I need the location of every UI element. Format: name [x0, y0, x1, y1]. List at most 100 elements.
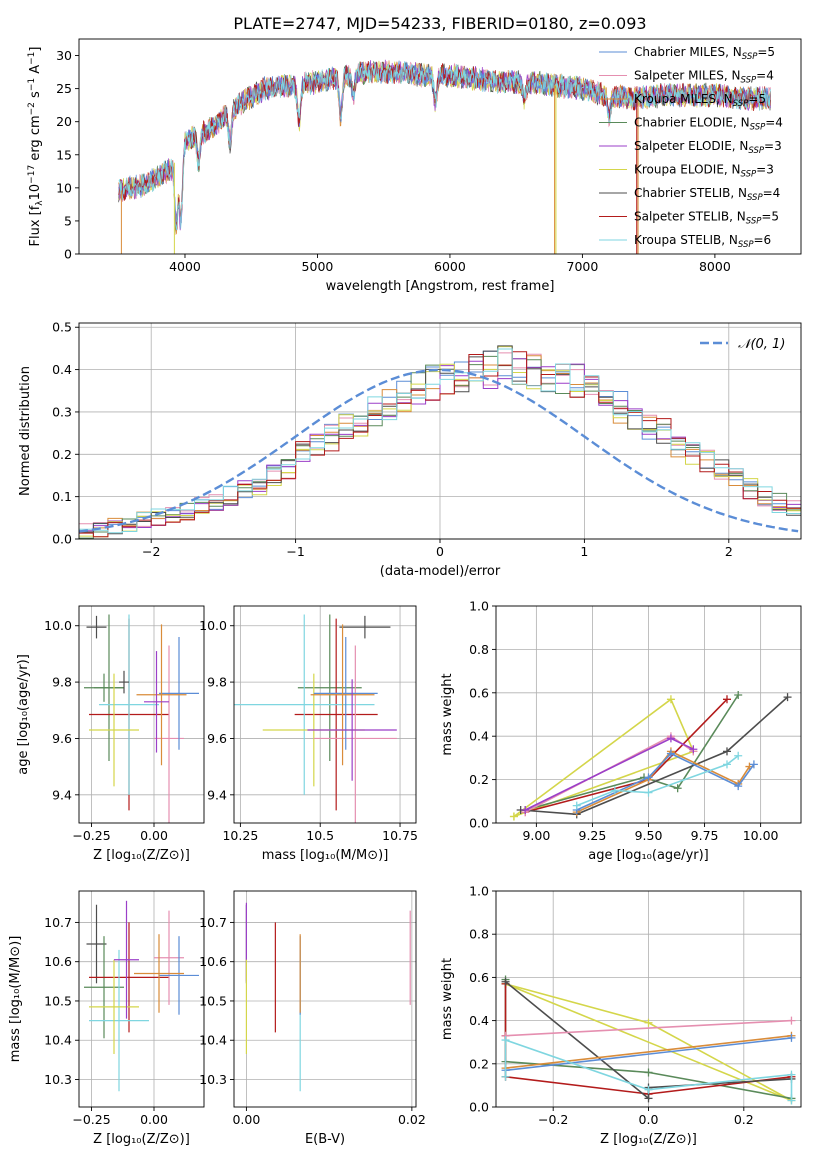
legend-label-part: =5 — [748, 92, 766, 106]
weight-marker — [521, 805, 530, 814]
y-tick-label: 10.4 — [199, 1033, 227, 1048]
legend-label-part: Salpeter ELODIE, N — [634, 139, 748, 153]
weight-marker — [722, 747, 731, 756]
y-axis-label-part: −1 — [27, 52, 37, 65]
panel-age_vs_Z: −0.25 0.00 9.4 9.6 9.8 10.0 Z [log₁₀(Z/Z⊙)] age… — [16, 605, 205, 863]
y-tick-label: 10.0 — [199, 618, 227, 633]
legend-label-part: SSP — [750, 123, 766, 133]
legend-label-part: Kroupa STELIB, N — [634, 233, 738, 247]
y-tick-label: 9.8 — [207, 675, 227, 690]
y-axis-label-part: ] — [28, 47, 43, 52]
x-axis-label: mass [log₁₀(M/M⊙)] — [262, 848, 389, 863]
y-tick-label: 10 — [56, 180, 72, 195]
weight-marker — [666, 695, 675, 704]
legend-label: Chabrier STELIB, NSSP=4 — [634, 186, 780, 203]
x-tick-label: 9.75 — [691, 828, 719, 843]
weight-marker — [749, 760, 758, 769]
x-tick-label: −2 — [142, 544, 160, 559]
y-tick-label: 1.0 — [469, 884, 489, 899]
histogram-step — [79, 348, 801, 534]
legend-label: Kroupa STELIB, NSSP=6 — [634, 233, 771, 250]
y-axis-label: mass weight — [440, 673, 455, 755]
weight-marker — [689, 745, 698, 754]
y-tick-label: 25 — [56, 81, 72, 96]
weight-marker — [610, 786, 619, 795]
y-tick-label: 0.1 — [52, 489, 72, 504]
x-axis-label: Z [log₁₀(Z/Z⊙)] — [93, 848, 190, 863]
legend-label-part: SSP — [741, 76, 757, 86]
weight-marker — [787, 1096, 796, 1105]
y-tick-label: 0.4 — [469, 1013, 489, 1028]
y-tick-label: 9.6 — [52, 731, 72, 746]
weight-marker — [644, 1068, 653, 1077]
weight-marker — [644, 773, 653, 782]
y-tick-label: 0.4 — [52, 362, 72, 377]
x-tick-label: 9.50 — [635, 828, 663, 843]
weight-marker — [734, 782, 743, 791]
x-tick-label: 8000 — [699, 259, 731, 274]
figure-title: PLATE=2747, MJD=54233, FIBERID=0180, z=0… — [233, 14, 646, 33]
x-tick-label: −0.25 — [72, 1112, 110, 1127]
x-tick-label: 6000 — [434, 259, 466, 274]
weight-series-line — [505, 1034, 792, 1069]
legend-label-part: Salpeter MILES, N — [634, 69, 741, 83]
x-axis-label: wavelength [Angstrom, rest frame] — [326, 279, 555, 294]
x-axis-label: Z [log₁₀(Z/Z⊙)] — [600, 1132, 697, 1147]
weight-marker — [572, 801, 581, 810]
weight-series-line — [513, 698, 695, 818]
legend-label-part: =4 — [763, 186, 781, 200]
legend-label: Salpeter MILES, NSSP=4 — [634, 69, 774, 86]
y-tick-label: 10.3 — [199, 1072, 227, 1087]
y-tick-label: 0.4 — [469, 729, 489, 744]
y-tick-label: 20 — [56, 114, 72, 129]
x-tick-label: −0.2 — [538, 1112, 568, 1127]
y-tick-label: 0.8 — [469, 642, 489, 657]
x-tick-label: 10.75 — [382, 828, 418, 843]
plot-area — [501, 975, 796, 1105]
plot-area — [509, 690, 792, 821]
legend-label-part: Kroupa MILES, N — [634, 92, 733, 106]
y-tick-label: 0.5 — [52, 320, 72, 335]
x-tick-label: 9.25 — [579, 828, 607, 843]
x-tick-label: 0.02 — [398, 1112, 426, 1127]
weight-marker — [501, 977, 510, 986]
weight-marker — [509, 812, 518, 821]
plot-area — [79, 345, 801, 539]
x-tick-label: 7000 — [567, 259, 599, 274]
legend-label: Kroupa ELODIE, NSSP=3 — [634, 163, 774, 180]
x-tick-label: 10.25 — [222, 828, 258, 843]
y-tick-label: 15 — [56, 147, 72, 162]
x-tick-label: 2 — [725, 544, 733, 559]
x-tick-label: 0.00 — [140, 828, 168, 843]
legend-label-part: =3 — [756, 163, 774, 177]
weight-marker — [644, 1085, 653, 1094]
x-tick-label: 1 — [580, 544, 588, 559]
y-axis-label-part: λ — [35, 200, 45, 206]
legend-label: Chabrier ELODIE, NSSP=4 — [634, 116, 783, 133]
y-axis-label: mass weight — [440, 958, 455, 1040]
axes-frame — [78, 605, 205, 824]
y-tick-label: 9.4 — [207, 787, 227, 802]
legend-label: Salpeter STELIB, NSSP=5 — [634, 210, 779, 227]
legend-label-part: SSP — [748, 146, 764, 156]
y-tick-label: 9.4 — [52, 787, 72, 802]
x-axis-label: (data-model)/error — [380, 564, 501, 579]
y-tick-label: 0.0 — [469, 1100, 489, 1115]
y-axis-label-part: −2 — [27, 102, 37, 115]
y-tick-label: 10.3 — [44, 1072, 72, 1087]
spectrum-line — [118, 60, 771, 229]
legend-label-part: SSP — [733, 99, 749, 109]
y-tick-label: 10.6 — [44, 954, 72, 969]
plot-area — [234, 614, 397, 823]
y-tick-label: 10.0 — [44, 618, 72, 633]
y-tick-label: 0.8 — [469, 927, 489, 942]
x-tick-label: 10.00 — [743, 828, 779, 843]
panel-age_vs_mass: 10.25 10.5 10.75 9.4 9.6 9.8 10.0 mass [log₁₀(M… — [199, 605, 418, 863]
y-tick-label: 1.0 — [469, 599, 489, 614]
y-axis-label: Flux [fλ10−17 erg cm−2 s−1 A−1] — [27, 47, 45, 247]
legend-label: Chabrier MILES, NSSP=5 — [634, 45, 775, 62]
x-axis-label: age [log₁₀(age/yr)] — [588, 848, 709, 863]
weight-marker — [644, 788, 653, 797]
panel-mass_vs_ebv: 0.00 0.02 10.3 10.4 10.5 10.6 10.7 E(B-V) — [199, 890, 426, 1147]
